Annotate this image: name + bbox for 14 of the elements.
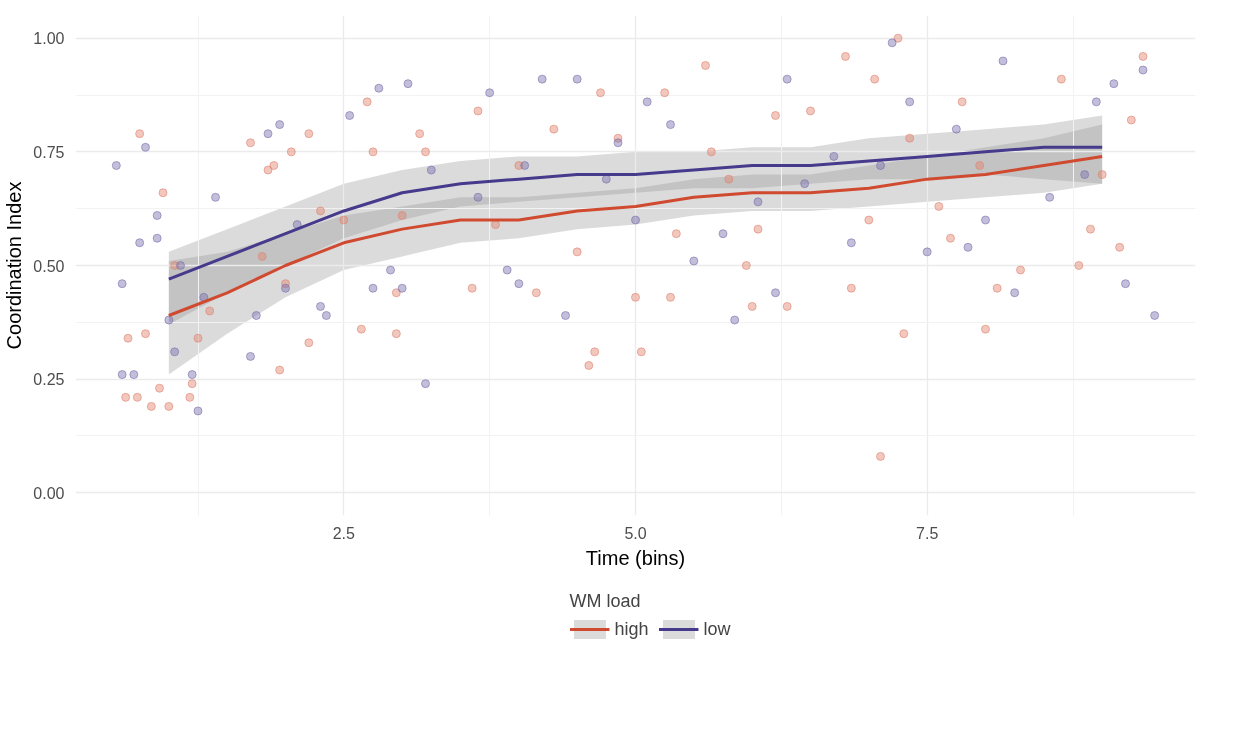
x-tick-label: 5.0 <box>624 524 647 542</box>
y-tick-label: 0.75 <box>33 143 65 161</box>
y-tick-label: 0.50 <box>33 257 65 275</box>
y-tick-label: 0.00 <box>33 484 65 502</box>
x-tick-label: 2.5 <box>332 524 356 542</box>
x-axis-title: Time (bins) <box>585 546 686 569</box>
y-tick-label: 0.25 <box>33 371 65 389</box>
x-tick-label: 7.5 <box>916 524 939 542</box>
y-axis-title: Coordination Index <box>3 181 26 350</box>
legend-label: low <box>703 618 731 640</box>
legend-label: high <box>614 618 649 640</box>
y-tick-label: 1.00 <box>33 30 65 48</box>
line-series <box>167 145 1104 281</box>
legend-title: WM load <box>569 591 642 612</box>
